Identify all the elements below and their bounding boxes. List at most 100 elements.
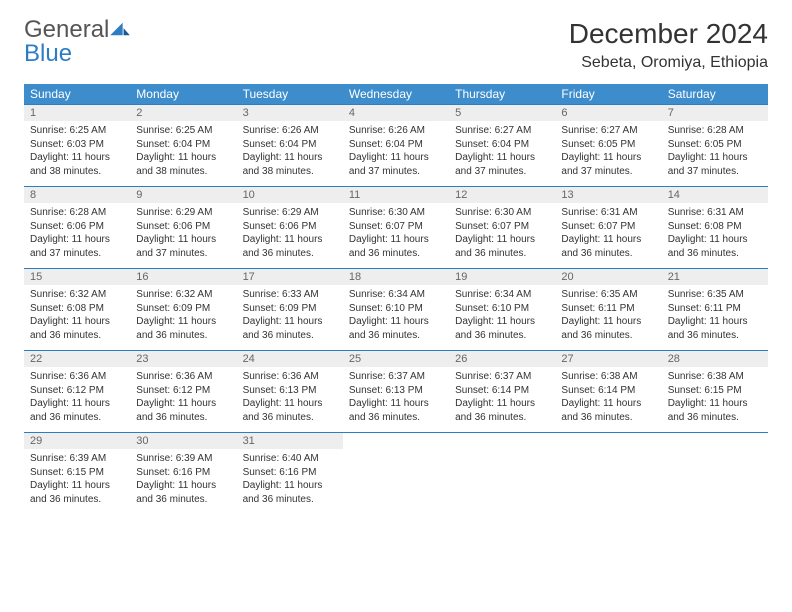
day-number: 9 — [130, 187, 236, 203]
day-number: 17 — [237, 269, 343, 285]
day-header-friday: Friday — [555, 84, 661, 105]
day-info: Sunrise: 6:34 AMSunset: 6:10 PMDaylight:… — [449, 285, 555, 350]
day-number: 8 — [24, 187, 130, 203]
logo-sail-icon — [110, 18, 130, 42]
day-info: Sunrise: 6:38 AMSunset: 6:14 PMDaylight:… — [555, 367, 661, 432]
calendar-day: 13Sunrise: 6:31 AMSunset: 6:07 PMDayligh… — [555, 187, 661, 269]
location: Sebeta, Oromiya, Ethiopia — [569, 54, 768, 72]
day-info: Sunrise: 6:25 AMSunset: 6:04 PMDaylight:… — [130, 121, 236, 186]
day-info: Sunrise: 6:36 AMSunset: 6:12 PMDaylight:… — [130, 367, 236, 432]
day-info: Sunrise: 6:37 AMSunset: 6:13 PMDaylight:… — [343, 367, 449, 432]
day-number: 15 — [24, 269, 130, 285]
day-header-row: SundayMondayTuesdayWednesdayThursdayFrid… — [24, 84, 768, 105]
day-number: 30 — [130, 433, 236, 449]
day-header-saturday: Saturday — [662, 84, 768, 105]
calendar-day: 17Sunrise: 6:33 AMSunset: 6:09 PMDayligh… — [237, 269, 343, 351]
calendar-day: 7Sunrise: 6:28 AMSunset: 6:05 PMDaylight… — [662, 105, 768, 187]
day-info: Sunrise: 6:32 AMSunset: 6:09 PMDaylight:… — [130, 285, 236, 350]
calendar-day: 21Sunrise: 6:35 AMSunset: 6:11 PMDayligh… — [662, 269, 768, 351]
calendar-day: 28Sunrise: 6:38 AMSunset: 6:15 PMDayligh… — [662, 351, 768, 433]
day-info: Sunrise: 6:35 AMSunset: 6:11 PMDaylight:… — [555, 285, 661, 350]
day-number: 1 — [24, 105, 130, 121]
day-info: Sunrise: 6:32 AMSunset: 6:08 PMDaylight:… — [24, 285, 130, 350]
day-info: Sunrise: 6:27 AMSunset: 6:04 PMDaylight:… — [449, 121, 555, 186]
day-number: 21 — [662, 269, 768, 285]
day-header-sunday: Sunday — [24, 84, 130, 105]
day-info: Sunrise: 6:26 AMSunset: 6:04 PMDaylight:… — [343, 121, 449, 186]
calendar-day: .. — [662, 433, 768, 515]
day-header-thursday: Thursday — [449, 84, 555, 105]
day-info: Sunrise: 6:36 AMSunset: 6:13 PMDaylight:… — [237, 367, 343, 432]
logo-text-general: General — [24, 16, 109, 43]
calendar-day: 16Sunrise: 6:32 AMSunset: 6:09 PMDayligh… — [130, 269, 236, 351]
calendar-week: 29Sunrise: 6:39 AMSunset: 6:15 PMDayligh… — [24, 433, 768, 515]
title-block: December 2024 Sebeta, Oromiya, Ethiopia — [569, 18, 768, 72]
day-header-wednesday: Wednesday — [343, 84, 449, 105]
day-info: Sunrise: 6:26 AMSunset: 6:04 PMDaylight:… — [237, 121, 343, 186]
calendar-day: 6Sunrise: 6:27 AMSunset: 6:05 PMDaylight… — [555, 105, 661, 187]
day-number: 20 — [555, 269, 661, 285]
calendar-day: .. — [343, 433, 449, 515]
calendar-day: .. — [449, 433, 555, 515]
calendar-week: 8Sunrise: 6:28 AMSunset: 6:06 PMDaylight… — [24, 187, 768, 269]
header: GeneralBlue December 2024 Sebeta, Oromiy… — [24, 18, 768, 72]
calendar-day: 23Sunrise: 6:36 AMSunset: 6:12 PMDayligh… — [130, 351, 236, 433]
day-number: 14 — [662, 187, 768, 203]
day-number: 26 — [449, 351, 555, 367]
calendar-day: 19Sunrise: 6:34 AMSunset: 6:10 PMDayligh… — [449, 269, 555, 351]
day-number: 22 — [24, 351, 130, 367]
day-number: 5 — [449, 105, 555, 121]
calendar-day: 26Sunrise: 6:37 AMSunset: 6:14 PMDayligh… — [449, 351, 555, 433]
calendar-day: 25Sunrise: 6:37 AMSunset: 6:13 PMDayligh… — [343, 351, 449, 433]
day-info: Sunrise: 6:38 AMSunset: 6:15 PMDaylight:… — [662, 367, 768, 432]
calendar-week: 1Sunrise: 6:25 AMSunset: 6:03 PMDaylight… — [24, 105, 768, 187]
calendar-day: 5Sunrise: 6:27 AMSunset: 6:04 PMDaylight… — [449, 105, 555, 187]
day-info: Sunrise: 6:34 AMSunset: 6:10 PMDaylight:… — [343, 285, 449, 350]
calendar-day: 1Sunrise: 6:25 AMSunset: 6:03 PMDaylight… — [24, 105, 130, 187]
day-info: Sunrise: 6:25 AMSunset: 6:03 PMDaylight:… — [24, 121, 130, 186]
calendar-day: 14Sunrise: 6:31 AMSunset: 6:08 PMDayligh… — [662, 187, 768, 269]
calendar-table: SundayMondayTuesdayWednesdayThursdayFrid… — [24, 84, 768, 514]
calendar-week: 15Sunrise: 6:32 AMSunset: 6:08 PMDayligh… — [24, 269, 768, 351]
day-info: Sunrise: 6:29 AMSunset: 6:06 PMDaylight:… — [237, 203, 343, 268]
calendar-day: 3Sunrise: 6:26 AMSunset: 6:04 PMDaylight… — [237, 105, 343, 187]
calendar-day: 10Sunrise: 6:29 AMSunset: 6:06 PMDayligh… — [237, 187, 343, 269]
day-info: Sunrise: 6:35 AMSunset: 6:11 PMDaylight:… — [662, 285, 768, 350]
day-header-monday: Monday — [130, 84, 236, 105]
day-header-tuesday: Tuesday — [237, 84, 343, 105]
calendar-day: 12Sunrise: 6:30 AMSunset: 6:07 PMDayligh… — [449, 187, 555, 269]
day-info: Sunrise: 6:31 AMSunset: 6:07 PMDaylight:… — [555, 203, 661, 268]
calendar-day: 24Sunrise: 6:36 AMSunset: 6:13 PMDayligh… — [237, 351, 343, 433]
day-number: 4 — [343, 105, 449, 121]
logo: GeneralBlue — [24, 18, 130, 66]
logo-text-blue: Blue — [24, 40, 72, 67]
day-info: Sunrise: 6:30 AMSunset: 6:07 PMDaylight:… — [449, 203, 555, 268]
calendar-day: 22Sunrise: 6:36 AMSunset: 6:12 PMDayligh… — [24, 351, 130, 433]
calendar-day: 20Sunrise: 6:35 AMSunset: 6:11 PMDayligh… — [555, 269, 661, 351]
calendar-day: 18Sunrise: 6:34 AMSunset: 6:10 PMDayligh… — [343, 269, 449, 351]
day-number: 29 — [24, 433, 130, 449]
day-info: Sunrise: 6:28 AMSunset: 6:06 PMDaylight:… — [24, 203, 130, 268]
calendar-day: 29Sunrise: 6:39 AMSunset: 6:15 PMDayligh… — [24, 433, 130, 515]
calendar-day: 4Sunrise: 6:26 AMSunset: 6:04 PMDaylight… — [343, 105, 449, 187]
day-number: 25 — [343, 351, 449, 367]
day-number: 3 — [237, 105, 343, 121]
day-number: 24 — [237, 351, 343, 367]
day-number: 6 — [555, 105, 661, 121]
day-number: 18 — [343, 269, 449, 285]
day-info: Sunrise: 6:40 AMSunset: 6:16 PMDaylight:… — [237, 449, 343, 514]
day-info: Sunrise: 6:29 AMSunset: 6:06 PMDaylight:… — [130, 203, 236, 268]
day-number: 19 — [449, 269, 555, 285]
calendar-day: 30Sunrise: 6:39 AMSunset: 6:16 PMDayligh… — [130, 433, 236, 515]
calendar-day: 15Sunrise: 6:32 AMSunset: 6:08 PMDayligh… — [24, 269, 130, 351]
calendar-day: 8Sunrise: 6:28 AMSunset: 6:06 PMDaylight… — [24, 187, 130, 269]
day-number: 23 — [130, 351, 236, 367]
day-number: 10 — [237, 187, 343, 203]
day-info: Sunrise: 6:28 AMSunset: 6:05 PMDaylight:… — [662, 121, 768, 186]
day-number: 12 — [449, 187, 555, 203]
day-number: 2 — [130, 105, 236, 121]
calendar-week: 22Sunrise: 6:36 AMSunset: 6:12 PMDayligh… — [24, 351, 768, 433]
calendar-day: 27Sunrise: 6:38 AMSunset: 6:14 PMDayligh… — [555, 351, 661, 433]
calendar-day: 2Sunrise: 6:25 AMSunset: 6:04 PMDaylight… — [130, 105, 236, 187]
day-number: 13 — [555, 187, 661, 203]
